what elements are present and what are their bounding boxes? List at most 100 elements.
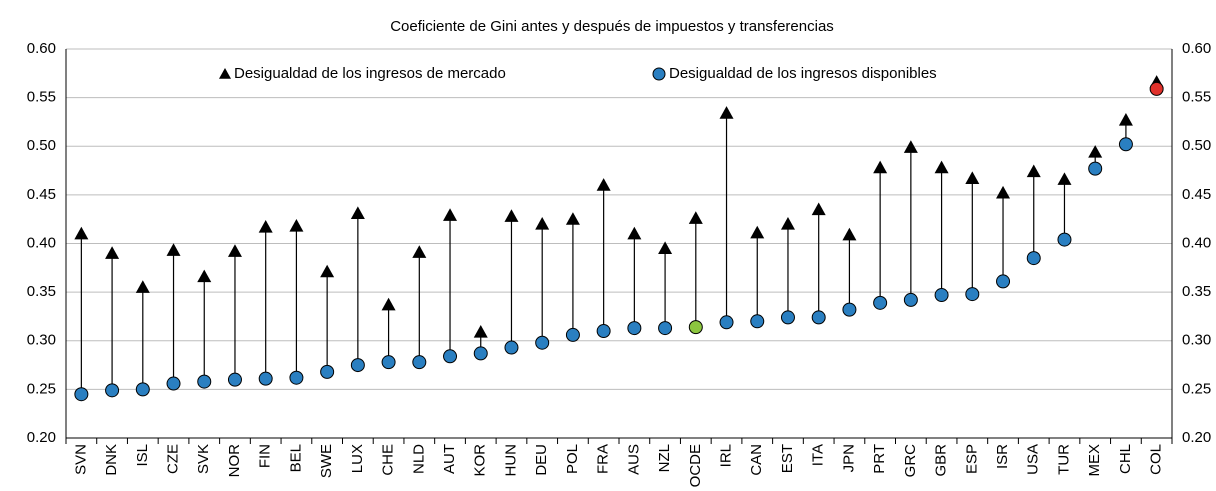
- x-tick-label: CHE: [380, 444, 397, 476]
- market-marker: [996, 185, 1011, 199]
- y-tick-label: 0.60: [27, 40, 56, 57]
- x-tick-label: GBR: [933, 444, 950, 477]
- disposable-marker: [381, 355, 396, 370]
- disposable-marker: [412, 355, 427, 370]
- market-marker: [258, 219, 273, 233]
- x-tick-label: ITA: [810, 444, 827, 466]
- y2-tick-label: 0.20: [1182, 429, 1211, 446]
- market-marker: [811, 202, 826, 216]
- x-tick-label: JPN: [840, 444, 857, 472]
- disposable-marker: [227, 372, 242, 387]
- x-tick-label: CAN: [748, 444, 765, 476]
- disposable-marker: [74, 387, 89, 402]
- market-marker: [750, 225, 765, 239]
- disposable-marker: [750, 314, 765, 329]
- disposable-marker: [658, 321, 673, 336]
- x-tick-label: COL: [1148, 444, 1165, 475]
- disposable-marker: [688, 320, 703, 335]
- x-tick-label: AUT: [441, 444, 458, 474]
- disposable-marker: [842, 302, 857, 317]
- disposable-marker: [166, 376, 181, 391]
- disposable-marker: [1026, 251, 1041, 266]
- y-tick-label: 0.40: [27, 234, 56, 251]
- x-tick-label: IRL: [717, 444, 734, 467]
- market-marker: [289, 218, 304, 232]
- chart-title: Coeficiente de Gini antes y después de i…: [390, 18, 834, 35]
- x-tick-label: SVN: [72, 444, 89, 475]
- market-marker: [842, 227, 857, 241]
- legend-label: Desigualdad de los ingresos disponibles: [669, 65, 937, 82]
- market-marker: [135, 280, 150, 293]
- legend-marker: [219, 68, 231, 79]
- market-marker: [596, 178, 611, 191]
- market-marker: [1088, 145, 1103, 158]
- x-tick-label: GRC: [902, 444, 919, 478]
- market-marker: [780, 217, 795, 230]
- x-tick-label: KOR: [472, 444, 489, 477]
- x-tick-label: NLD: [410, 444, 427, 474]
- y-tick-label: 0.20: [27, 429, 56, 446]
- market-marker: [965, 171, 980, 184]
- market-marker: [473, 324, 488, 338]
- market-marker: [197, 269, 212, 283]
- x-tick-label: NZL: [656, 444, 673, 472]
- disposable-marker: [1118, 137, 1133, 152]
- market-marker: [1057, 172, 1072, 185]
- y-tick-label: 0.55: [27, 89, 56, 106]
- x-tick-label: LUX: [349, 444, 366, 473]
- disposable-marker: [565, 327, 580, 342]
- x-tick-label: OCDE: [687, 444, 704, 487]
- disposable-marker: [320, 364, 335, 379]
- market-marker: [903, 140, 918, 153]
- x-tick-label: FIN: [257, 444, 274, 468]
- disposable-marker: [1149, 81, 1164, 96]
- disposable-marker: [443, 349, 458, 364]
- market-marker: [627, 226, 642, 240]
- x-tick-label: AUS: [625, 444, 642, 475]
- disposable-marker: [258, 371, 273, 386]
- x-tick-label: MEX: [1086, 444, 1103, 477]
- disposable-marker: [197, 374, 212, 389]
- disposable-marker: [473, 346, 488, 361]
- y2-tick-label: 0.35: [1182, 283, 1211, 300]
- market-marker: [74, 226, 89, 240]
- x-tick-label: SWE: [318, 444, 335, 478]
- x-tick-label: DNK: [103, 444, 120, 476]
- x-tick-label: ISR: [994, 444, 1011, 469]
- market-marker: [1026, 164, 1041, 178]
- disposable-marker: [135, 382, 150, 397]
- disposable-marker: [1057, 232, 1072, 247]
- y-tick-label: 0.35: [27, 283, 56, 300]
- disposable-marker: [627, 321, 642, 336]
- x-tick-label: SVK: [195, 444, 212, 474]
- disposable-marker: [719, 315, 734, 330]
- y2-tick-label: 0.40: [1182, 234, 1211, 251]
- market-marker: [381, 297, 396, 311]
- disposable-marker: [780, 310, 795, 325]
- y2-tick-label: 0.60: [1182, 40, 1211, 57]
- legend-label: Desigualdad de los ingresos de mercado: [234, 65, 506, 82]
- market-marker: [535, 217, 550, 230]
- x-tick-label: TUR: [1055, 444, 1072, 475]
- x-tick-label: CZE: [164, 444, 181, 474]
- y-tick-label: 0.50: [27, 137, 56, 154]
- y2-tick-label: 0.45: [1182, 186, 1211, 203]
- disposable-marker: [811, 310, 826, 325]
- market-marker: [443, 208, 458, 221]
- disposable-marker: [105, 383, 120, 398]
- legend-marker: [652, 67, 666, 81]
- market-marker: [658, 241, 673, 254]
- y-tick-label: 0.30: [27, 332, 56, 349]
- disposable-marker: [934, 288, 949, 303]
- market-marker: [719, 106, 734, 119]
- x-tick-label: POL: [564, 444, 581, 474]
- disposable-marker: [965, 287, 980, 302]
- disposable-marker: [903, 292, 918, 307]
- disposable-marker: [596, 324, 611, 339]
- x-tick-label: HUN: [502, 444, 519, 477]
- y2-tick-label: 0.30: [1182, 332, 1211, 349]
- market-marker: [1118, 112, 1133, 126]
- disposable-marker: [1088, 161, 1103, 176]
- x-tick-label: EST: [779, 444, 796, 473]
